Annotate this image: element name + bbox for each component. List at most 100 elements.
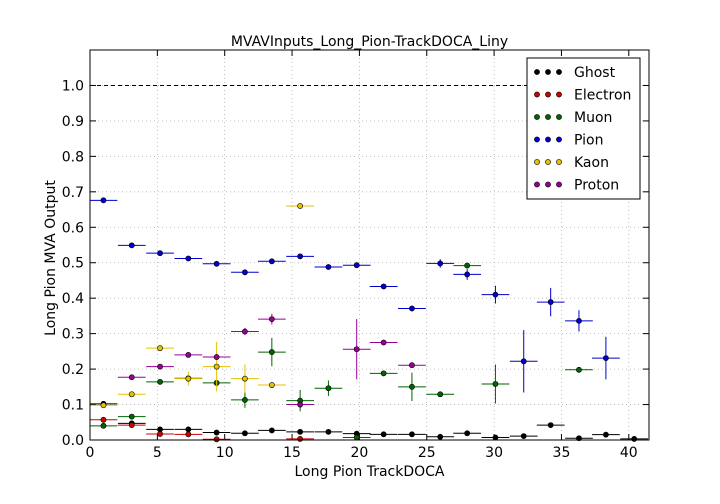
proton-point <box>409 362 415 369</box>
muon-point <box>492 381 499 387</box>
kaon-point <box>213 363 220 370</box>
pion-point <box>576 317 582 324</box>
legend-marker-pion <box>545 136 551 143</box>
legend-marker-electron <box>534 91 540 98</box>
muon-point <box>437 391 444 398</box>
ghost-point <box>520 433 527 439</box>
proton-point <box>268 316 275 322</box>
pion-point <box>520 358 527 365</box>
x-tick-label: 10 <box>216 445 234 461</box>
y-tick-label: 0.6 <box>62 220 84 236</box>
proton-point <box>297 401 304 408</box>
pion-point <box>464 271 471 278</box>
electron-point <box>100 416 107 423</box>
legend-label-kaon: Kaon <box>574 155 609 171</box>
pion-point <box>100 197 107 204</box>
muon-point <box>409 383 415 390</box>
x-tick-label: 15 <box>283 445 301 461</box>
pion-point <box>185 255 192 262</box>
ghost-point <box>268 427 275 434</box>
proton-point <box>128 374 135 381</box>
pion-point <box>128 242 135 249</box>
proton-point <box>157 363 163 370</box>
legend-label-proton: Proton <box>574 178 619 194</box>
muon-point <box>576 366 582 373</box>
y-tick-label: 0.4 <box>62 291 84 307</box>
muon-point <box>157 378 163 385</box>
legend-marker-kaon <box>545 159 551 165</box>
legend-marker-electron <box>545 91 551 98</box>
legend-marker-muon <box>545 114 551 120</box>
y-tick-label: 0.8 <box>62 149 84 165</box>
x-tick-label: 35 <box>553 445 571 461</box>
legend-label-muon: Muon <box>574 110 612 126</box>
y-tick-label: 0.1 <box>62 398 84 414</box>
pion-point <box>547 299 554 305</box>
electron-point <box>157 431 163 437</box>
x-axis-label: Long Pion TrackDOCA <box>294 464 444 480</box>
ghost-point <box>602 431 609 438</box>
pion-point <box>602 355 609 361</box>
pion-point <box>380 283 387 290</box>
legend-marker-proton <box>556 181 562 188</box>
ghost-point <box>185 426 192 433</box>
ghost-point <box>631 436 638 442</box>
kaon-point <box>268 382 275 388</box>
legend-marker-pion <box>534 136 540 143</box>
pion-point <box>437 260 444 267</box>
muon-point <box>325 385 332 392</box>
y-tick-label: 0.7 <box>62 185 84 201</box>
legend-marker-proton <box>545 181 551 188</box>
proton-point <box>213 354 220 360</box>
x-tick-label: 5 <box>153 445 162 461</box>
ghost-point <box>547 422 554 429</box>
pion-point <box>157 250 163 257</box>
proton-point <box>353 346 360 353</box>
y-tick-label: 0.0 <box>62 433 84 449</box>
legend-marker-kaon <box>534 159 540 165</box>
muon-point <box>268 349 275 355</box>
ghost-point <box>492 434 499 441</box>
kaon-point <box>185 375 192 382</box>
pion-point <box>409 305 415 312</box>
legend-marker-pion <box>556 136 562 143</box>
x-tick-label: 40 <box>620 445 638 461</box>
legend-marker-electron <box>556 91 562 98</box>
x-tick-label: 20 <box>350 445 368 461</box>
x-tick-label: 0 <box>86 445 95 461</box>
legend-marker-ghost <box>534 69 540 75</box>
electron-point <box>213 436 220 443</box>
legend-marker-muon <box>534 114 540 120</box>
y-tick-label: 1.0 <box>62 78 84 94</box>
muon-point <box>242 397 248 403</box>
muon-point <box>100 422 107 429</box>
legend-box <box>526 57 641 200</box>
pion-point <box>492 291 499 298</box>
pion-point <box>353 262 360 269</box>
muon-point <box>380 370 387 377</box>
ghost-point <box>242 430 248 437</box>
y-tick-label: 0.9 <box>62 114 84 130</box>
kaon-point <box>157 345 163 352</box>
kaon-point <box>297 203 304 209</box>
proton-point <box>380 339 387 346</box>
y-tick-label: 0.3 <box>62 327 84 343</box>
legend-marker-proton <box>534 181 540 188</box>
ghost-point <box>297 428 304 435</box>
electron-point <box>128 422 135 429</box>
legend-marker-kaon <box>556 159 562 165</box>
ghost-point <box>380 431 387 438</box>
ghost-point <box>437 433 444 440</box>
electron-point <box>185 431 192 438</box>
pion-point <box>213 260 220 267</box>
chart-title: MVAVInputs_Long_Pion-TrackDOCA_Liny <box>231 34 508 50</box>
pion-point <box>325 264 332 270</box>
y-axis-label: Long Pion MVA Output <box>43 180 59 336</box>
legend-label-electron: Electron <box>574 88 631 104</box>
plot-area: 0 5 10 15 20 25 30 35 40 0.0 0.1 0.2 0.3 0.4 0.5 0.6 0.7… <box>62 49 650 461</box>
y-tick-label: 0.5 <box>62 256 84 272</box>
pion-point <box>297 253 304 260</box>
legend-marker-ghost <box>545 69 551 75</box>
proton-point <box>242 328 248 335</box>
